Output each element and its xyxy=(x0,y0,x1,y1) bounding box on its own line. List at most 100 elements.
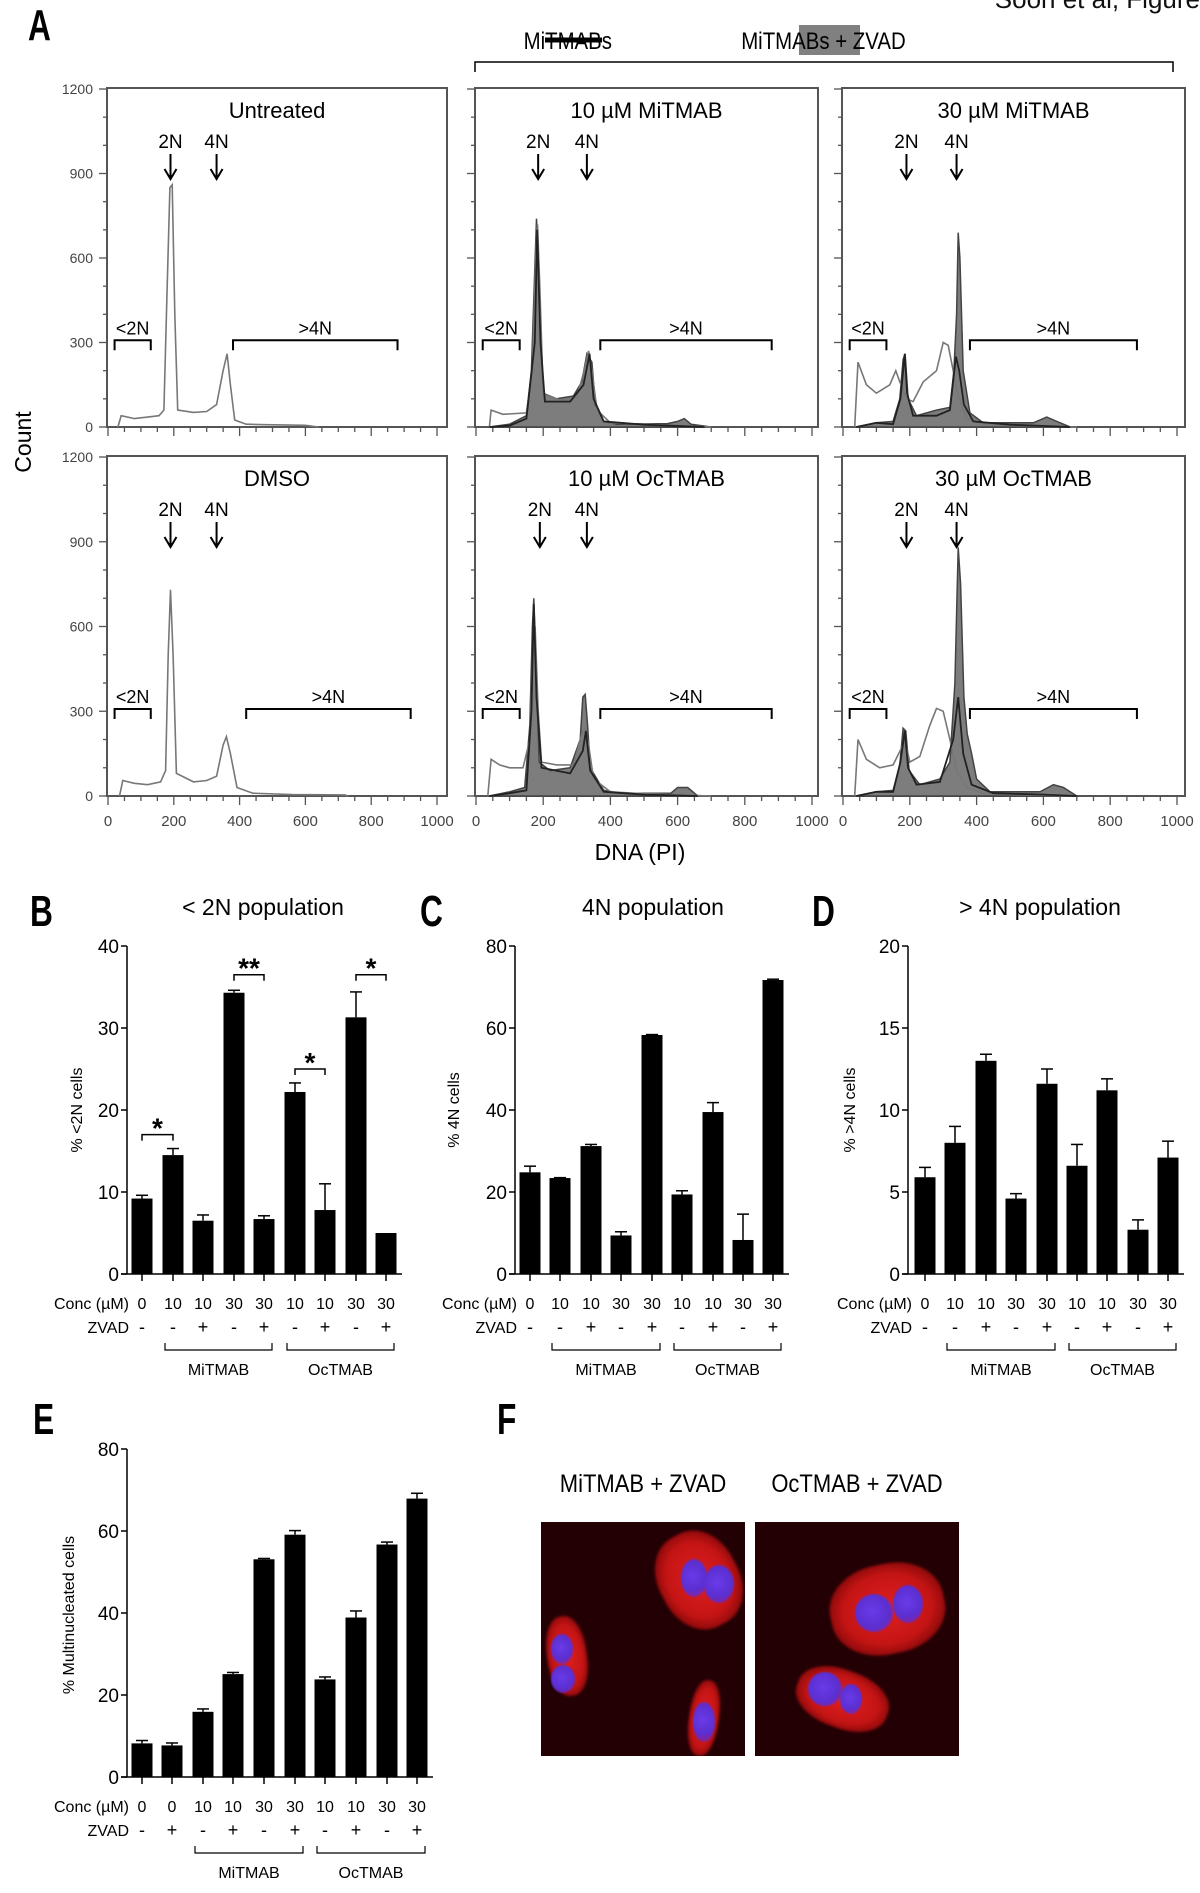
conc-label: 10 xyxy=(164,1296,182,1313)
zvad-label: + xyxy=(259,1317,270,1337)
group-bracket xyxy=(1068,1343,1177,1351)
conc-label: 30 xyxy=(734,1296,752,1313)
gate-label: >4N xyxy=(669,318,703,338)
zvad-label: - xyxy=(618,1317,624,1337)
panel-a-histograms: MiTMABs MiTMABs + ZVAD Count DNA (PI) 0 3… xyxy=(10,25,1194,865)
y-tick-label: 20 xyxy=(879,937,900,958)
conc-label: 10 xyxy=(286,1296,304,1313)
micrograph-label-octmab-zvad: OcTMAB + ZVAD xyxy=(771,1470,943,1498)
bar xyxy=(345,1617,367,1777)
arrowhead xyxy=(899,536,914,549)
plot-frame xyxy=(474,455,819,797)
x-tick-label: 0 xyxy=(104,813,112,830)
treatment-bracket xyxy=(474,61,1174,72)
group-label: MiTMAB xyxy=(188,1362,249,1379)
bar xyxy=(131,1743,153,1777)
conc-label: 10 xyxy=(316,1296,334,1313)
significance-bracket xyxy=(355,973,387,981)
marker-label-4n: 4N xyxy=(944,132,968,153)
arrowhead xyxy=(163,168,178,181)
arrowhead xyxy=(949,168,964,181)
bar xyxy=(732,1239,754,1274)
conc-label: 30 xyxy=(377,1296,395,1313)
y-tick-label: 0 xyxy=(85,419,93,435)
arrowhead xyxy=(209,536,224,549)
x-tick-label: 800 xyxy=(1098,813,1123,830)
zvad-label: - xyxy=(1074,1317,1080,1337)
bar xyxy=(1005,1198,1027,1274)
y-tick-label: 40 xyxy=(486,1101,507,1122)
conc-label: 10 xyxy=(1098,1296,1116,1313)
x-tick-label: 1000 xyxy=(420,813,453,830)
bar xyxy=(253,1219,275,1274)
x-tick-label: 1000 xyxy=(795,813,828,830)
legend: MiTMABs MiTMABs + ZVAD xyxy=(474,25,1174,72)
significance-asterisk: * xyxy=(366,953,377,984)
histogram-title: DMSO xyxy=(244,466,310,491)
x-tick-label: 800 xyxy=(359,813,384,830)
conc-label: 30 xyxy=(764,1296,782,1313)
conc-row-label: Conc (µM) xyxy=(442,1296,517,1313)
bar xyxy=(641,1034,663,1274)
histogram-line-mitmab xyxy=(489,229,705,428)
histogram-title: 30 µM OcTMAB xyxy=(935,466,1092,491)
y-tick-label: 300 xyxy=(70,703,94,719)
nucleus xyxy=(693,1702,715,1742)
gate-label: >4N xyxy=(1037,318,1071,338)
group-bracket xyxy=(164,1343,273,1351)
bar xyxy=(253,1559,275,1777)
bar xyxy=(406,1498,428,1777)
conc-row-label: Conc (µM) xyxy=(54,1799,129,1816)
bar xyxy=(762,980,784,1274)
conc-label: 10 xyxy=(946,1296,964,1313)
zvad-label: + xyxy=(647,1317,658,1337)
bar xyxy=(1036,1083,1058,1274)
gate-label: >4N xyxy=(312,687,346,707)
bar xyxy=(1066,1165,1088,1274)
gate-bracket xyxy=(113,339,152,351)
plot-frame xyxy=(106,87,448,428)
gate-label: >4N xyxy=(1037,687,1071,707)
y-tick-label: 0 xyxy=(108,1768,119,1789)
zvad-label: - xyxy=(922,1317,928,1337)
nucleus xyxy=(855,1594,893,1632)
zvad-label: - xyxy=(527,1317,533,1337)
zvad-label: + xyxy=(1163,1317,1174,1337)
bar xyxy=(671,1194,693,1274)
nucleus xyxy=(840,1684,862,1714)
zvad-label: + xyxy=(981,1317,992,1337)
gate-bracket xyxy=(968,708,1138,719)
histogram-title: Untreated xyxy=(229,98,326,123)
histogram-line-mitmab xyxy=(856,696,1077,797)
nucleus xyxy=(808,1672,842,1706)
group-bracket xyxy=(551,1343,661,1351)
zvad-label: - xyxy=(292,1317,298,1337)
bar xyxy=(284,1091,306,1274)
bar-chart-d: > 4N population % >4N cells 0 5 10 15 20 0 - 10 - 1… xyxy=(837,894,1184,1379)
y-tick-label: 600 xyxy=(70,619,94,635)
y-tick-label: 10 xyxy=(879,1101,900,1122)
x-tick-label: 400 xyxy=(227,813,252,830)
zvad-label: + xyxy=(1042,1317,1053,1337)
panel-label-a: A xyxy=(28,1,51,50)
zvad-label: + xyxy=(708,1317,719,1337)
conc-label: 30 xyxy=(1007,1296,1025,1313)
panel-label-d: D xyxy=(812,887,835,936)
y-axis-label: % <2N cells xyxy=(69,1068,86,1153)
bar xyxy=(944,1142,966,1274)
gate-label: <2N xyxy=(484,318,518,338)
bar xyxy=(580,1146,602,1274)
group-bracket xyxy=(673,1343,782,1351)
gate-bracket xyxy=(848,339,888,351)
group-label: OcTMAB xyxy=(1090,1362,1155,1379)
zvad-label: - xyxy=(200,1820,206,1840)
nucleus xyxy=(893,1585,923,1623)
conc-label: 30 xyxy=(408,1799,426,1816)
zvad-label: + xyxy=(320,1317,331,1337)
zvad-label: - xyxy=(170,1317,176,1337)
plot-frame xyxy=(841,87,1186,428)
group-label: MiTMAB xyxy=(970,1362,1031,1379)
bar xyxy=(131,1198,153,1274)
marker-label-2n: 2N xyxy=(526,132,550,153)
conc-label: 30 xyxy=(612,1296,630,1313)
